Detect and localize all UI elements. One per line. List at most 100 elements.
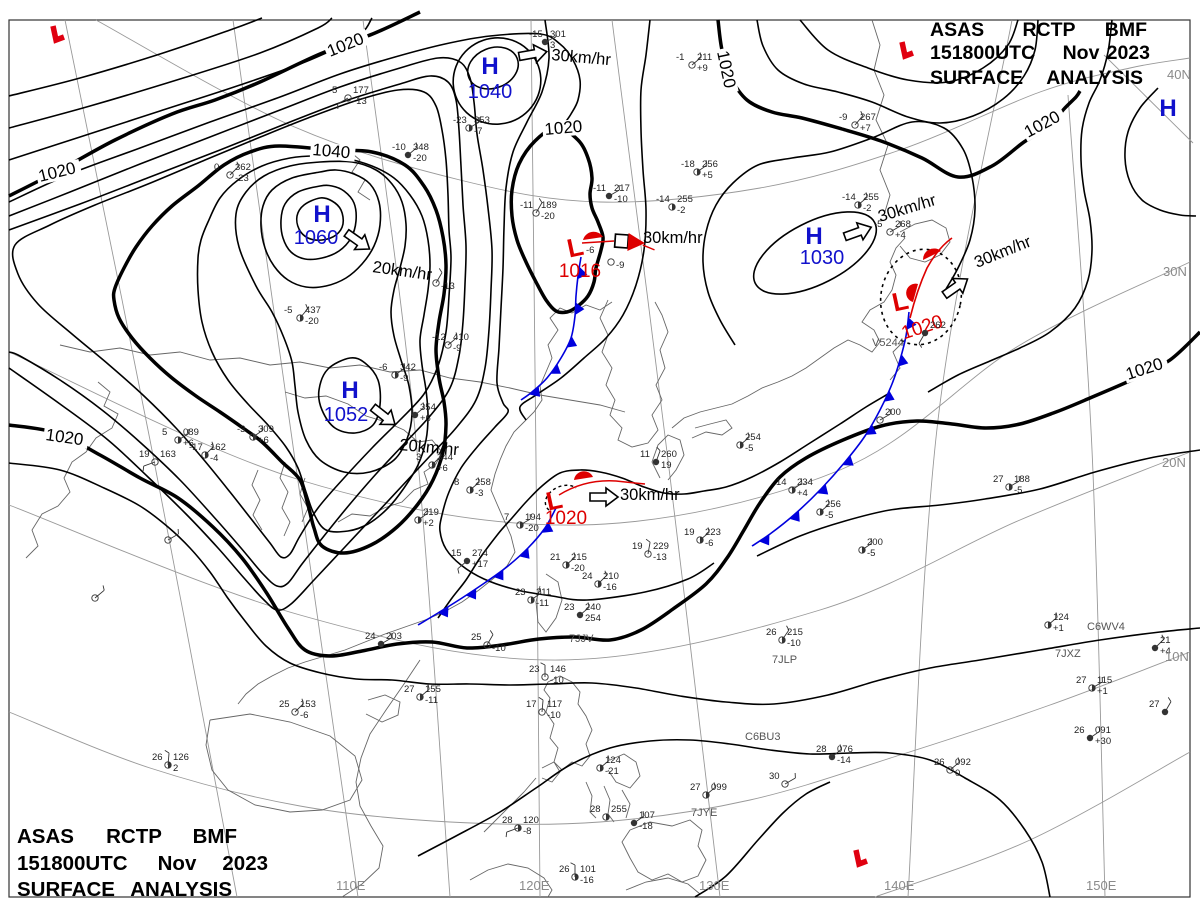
- svg-text:-14: -14: [656, 194, 670, 205]
- svg-text:254: 254: [585, 613, 601, 624]
- svg-text:210: 210: [603, 571, 619, 582]
- svg-text:1016: 1016: [559, 261, 601, 282]
- svg-text:162: 162: [210, 442, 226, 453]
- svg-text:1030: 1030: [800, 247, 845, 269]
- svg-text:H: H: [481, 53, 498, 80]
- svg-text:30: 30: [769, 771, 780, 782]
- svg-text:200: 200: [867, 537, 883, 548]
- svg-text:-13: -13: [353, 96, 367, 107]
- svg-text:L: L: [889, 285, 911, 318]
- svg-text:RCTP: RCTP: [106, 825, 162, 848]
- svg-text:ANALYSIS: ANALYSIS: [1046, 67, 1143, 89]
- svg-text:11: 11: [640, 449, 650, 460]
- svg-text:SURFACE: SURFACE: [17, 878, 115, 901]
- svg-text:25: 25: [471, 632, 482, 643]
- svg-text:ANALYSIS: ANALYSIS: [130, 878, 232, 901]
- svg-text:344: 344: [437, 452, 453, 463]
- svg-text:-3: -3: [237, 424, 245, 435]
- svg-text:26: 26: [1074, 725, 1085, 736]
- svg-text:BMF: BMF: [193, 825, 237, 848]
- svg-text:255: 255: [677, 194, 693, 205]
- svg-text:8: 8: [454, 477, 459, 488]
- svg-text:+6: +6: [420, 413, 431, 424]
- svg-text:258: 258: [475, 477, 491, 488]
- svg-text:274: 274: [472, 548, 488, 559]
- svg-text:126: 126: [173, 752, 189, 763]
- svg-text:+5: +5: [702, 170, 713, 181]
- svg-text:7: 7: [504, 512, 509, 523]
- svg-text:-9: -9: [400, 373, 408, 384]
- svg-text:7JYE: 7JYE: [691, 807, 717, 819]
- svg-text:150E: 150E: [1086, 878, 1117, 893]
- svg-text:117: 117: [547, 699, 562, 710]
- svg-text:7JXZ: 7JXZ: [1055, 648, 1081, 660]
- svg-text:14: 14: [776, 477, 787, 488]
- svg-text:-7: -7: [474, 126, 482, 137]
- svg-text:130E: 130E: [699, 878, 730, 893]
- svg-text:+6: +6: [437, 463, 448, 474]
- svg-text:30N: 30N: [1163, 264, 1187, 279]
- svg-text:362: 362: [235, 162, 251, 173]
- svg-text:1020: 1020: [545, 508, 587, 529]
- svg-text:+1: +1: [1097, 686, 1108, 697]
- svg-text:-5: -5: [874, 219, 882, 230]
- svg-text:-12: -12: [432, 332, 446, 343]
- svg-text:-9: -9: [839, 112, 847, 123]
- svg-text:+4: +4: [1160, 646, 1171, 657]
- svg-text:188: 188: [1014, 474, 1030, 485]
- svg-text:-23: -23: [453, 115, 467, 126]
- svg-text:124: 124: [1053, 612, 1069, 623]
- svg-text:28: 28: [816, 744, 827, 755]
- svg-text:-20: -20: [525, 523, 539, 534]
- svg-text:+7: +7: [860, 123, 871, 134]
- svg-text:-16: -16: [603, 582, 617, 593]
- svg-text:260: 260: [661, 449, 677, 460]
- svg-text:30km/hr: 30km/hr: [643, 229, 703, 247]
- svg-text:211: 211: [536, 587, 551, 598]
- svg-text:342: 342: [400, 362, 416, 373]
- svg-text:2023: 2023: [222, 852, 268, 875]
- svg-text:354: 354: [420, 402, 436, 413]
- svg-text:26: 26: [152, 752, 163, 763]
- svg-text:-15: -15: [529, 29, 543, 40]
- svg-text:+17: +17: [472, 559, 488, 570]
- svg-text:120: 120: [523, 815, 539, 826]
- svg-text:091: 091: [1095, 725, 1111, 736]
- svg-text:-8: -8: [523, 826, 531, 837]
- svg-text:203: 203: [386, 631, 402, 642]
- svg-text:-16: -16: [580, 875, 594, 886]
- svg-text:-11: -11: [520, 200, 533, 211]
- svg-text:309: 309: [258, 424, 274, 435]
- svg-text:30km/hr: 30km/hr: [620, 486, 680, 504]
- svg-text:256: 256: [702, 159, 718, 170]
- svg-text:7JJV: 7JJV: [569, 633, 594, 645]
- svg-text:155: 155: [425, 684, 441, 695]
- svg-text:140E: 140E: [884, 878, 915, 893]
- svg-text:211: 211: [697, 52, 712, 63]
- svg-text:-20: -20: [571, 563, 585, 574]
- svg-text:255: 255: [611, 804, 627, 815]
- svg-text:256: 256: [825, 499, 841, 510]
- svg-text:5: 5: [332, 85, 337, 96]
- svg-text:189: 189: [541, 200, 557, 211]
- svg-text:229: 229: [653, 541, 669, 552]
- svg-text:076: 076: [837, 744, 853, 755]
- svg-text:101: 101: [580, 864, 596, 875]
- svg-text:23: 23: [515, 587, 526, 598]
- svg-text:301: 301: [550, 29, 566, 40]
- svg-text:2023: 2023: [1107, 42, 1151, 64]
- svg-text:-6: -6: [705, 538, 713, 549]
- svg-text:099: 099: [711, 782, 727, 793]
- svg-text:5: 5: [162, 427, 167, 438]
- svg-text:-5: -5: [1014, 485, 1022, 496]
- svg-text:RCTP: RCTP: [1022, 19, 1075, 41]
- svg-text:153: 153: [300, 699, 316, 710]
- svg-text:255: 255: [863, 192, 879, 203]
- svg-text:+6: +6: [183, 438, 194, 449]
- svg-text:262: 262: [930, 320, 946, 331]
- svg-text:-2: -2: [863, 203, 871, 214]
- svg-text:20N: 20N: [1162, 455, 1186, 470]
- svg-text:+6: +6: [258, 435, 269, 446]
- svg-text:-2: -2: [677, 205, 685, 216]
- svg-text:+2: +2: [423, 518, 434, 529]
